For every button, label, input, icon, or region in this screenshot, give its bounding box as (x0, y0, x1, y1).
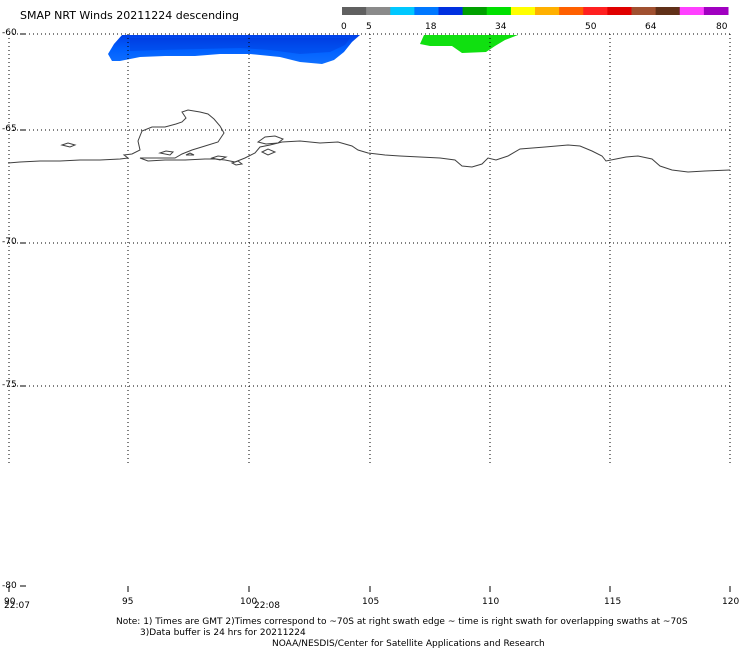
lat-label-70: -70 (2, 237, 17, 247)
colorbar-label-18: 18 (425, 22, 437, 32)
moderate-wind-swath (420, 35, 518, 53)
colorbar-segment (559, 7, 584, 15)
lon-label-90: 90 (4, 597, 16, 607)
colorbar-label-34: 34 (495, 22, 507, 32)
lat-label-65: -65 (2, 124, 17, 134)
lon-label-110: 110 (482, 597, 500, 607)
footer-note-1: Note: 1) Times are GMT 2)Times correspon… (116, 617, 688, 627)
lon-label-95: 95 (122, 597, 134, 607)
map-frame (8, 34, 730, 464)
time-label-mid: 22:08 (254, 601, 280, 611)
colorbar-label-80: 80 (716, 22, 728, 32)
colorbar-segment (414, 7, 440, 15)
lon-label-105: 105 (362, 597, 380, 607)
lon-label-120: 120 (722, 597, 740, 607)
map-title: SMAP NRT Winds 20211224 descending (20, 9, 240, 22)
time-label-start: 22:07 (4, 601, 30, 611)
colorbar-segment (607, 7, 633, 15)
colorbar-segment (366, 7, 391, 15)
lat-label-80: -80 (2, 581, 17, 591)
colorbar-segment (486, 7, 512, 15)
colorbar (342, 7, 729, 15)
colorbar-segment (583, 7, 608, 15)
colorbar-label-5: 5 (366, 22, 372, 32)
colorbar-segment (342, 7, 367, 15)
antarctic-coastline (7, 109, 731, 173)
colorbar-segment (655, 7, 681, 15)
colorbar-label-64: 64 (645, 22, 657, 32)
low-wind-swath-shade (130, 38, 350, 54)
colorbar-label-50: 50 (585, 22, 597, 32)
colorbar-segment (679, 7, 705, 15)
lat-lon-grid (8, 33, 731, 464)
colorbar-segment (510, 7, 536, 15)
lon-label-115: 115 (604, 597, 622, 607)
colorbar-segment (631, 7, 657, 15)
axis-ticks (8, 33, 731, 592)
colorbar-label-0: 0 (341, 22, 347, 32)
colorbar-segment (535, 7, 560, 15)
colorbar-segment (703, 7, 729, 15)
colorbar-segment (390, 7, 415, 15)
lon-label-100: 100 (240, 597, 258, 607)
footer-note-2: 3)Data buffer is 24 hrs for 20211224 (140, 628, 306, 638)
low-wind-swath (108, 35, 360, 64)
footer-credit: NOAA/NESDIS/Center for Satellite Applica… (272, 639, 545, 649)
lat-label-75: -75 (2, 380, 17, 390)
colorbar-segment (438, 7, 464, 15)
colorbar-segment (462, 7, 488, 15)
lat-label-60: -60 (2, 28, 17, 38)
